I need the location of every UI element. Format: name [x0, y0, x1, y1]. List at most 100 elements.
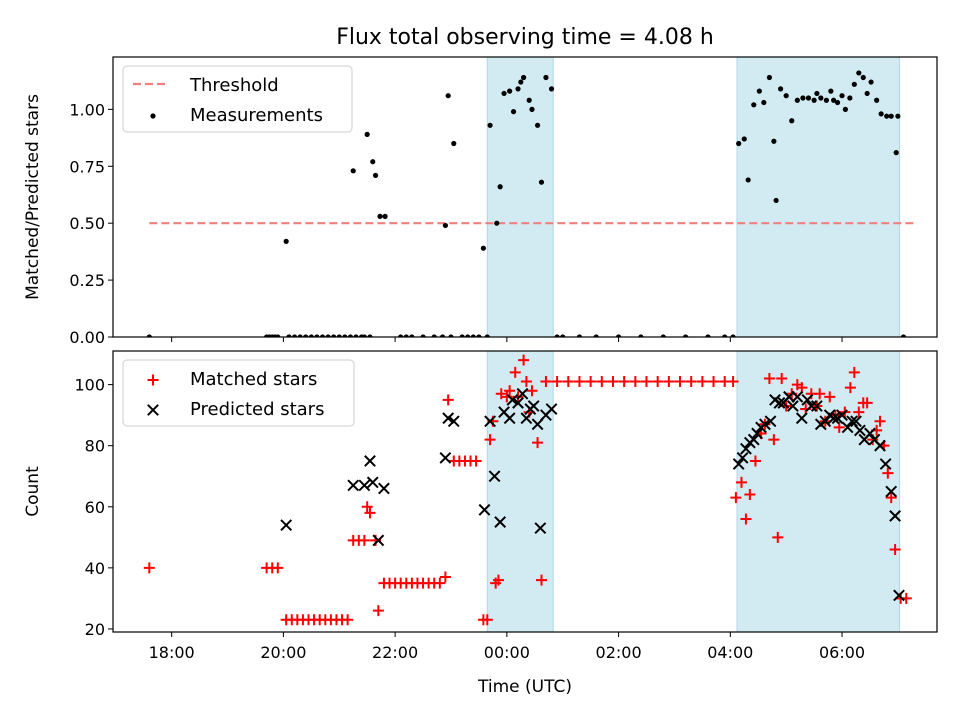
measurement-point: [409, 334, 415, 337]
predicted-star-point: [478, 503, 491, 516]
measurement-point: [303, 334, 309, 337]
predicted-star-point: [378, 482, 390, 495]
observing-interval-shade: [736, 350, 901, 633]
measurement-point: [342, 334, 348, 337]
x-tick-label: 20:00: [260, 643, 306, 662]
measurement-point: [895, 113, 901, 119]
measurement-point: [297, 334, 303, 337]
matched-star-point: [526, 385, 538, 397]
measurement-point: [888, 113, 894, 119]
predicted-star-point: [512, 397, 524, 409]
matched-star-point: [763, 372, 775, 384]
matched-star-point: [143, 562, 155, 574]
matched-star-point: [889, 544, 901, 556]
measurement-point: [783, 93, 789, 99]
matched-star-point: [481, 614, 493, 626]
predicted-star-point: [488, 470, 501, 483]
measurement-point: [515, 86, 521, 92]
matched-star-point: [844, 382, 856, 394]
measurement-point: [773, 197, 779, 204]
measurement-point: [451, 140, 457, 147]
measurement-point: [730, 334, 736, 337]
chart-title: Flux total observing time = 4.08 h: [336, 25, 714, 50]
matched-star-point: [652, 376, 664, 388]
predicted-star-point: [516, 387, 529, 400]
legend-label: Threshold: [189, 75, 279, 96]
matched-star-point: [147, 374, 159, 386]
predicted-star-point: [484, 415, 496, 428]
y-tick-label: 0.25: [69, 271, 105, 290]
measurement-point: [800, 95, 806, 101]
measurement-point: [459, 334, 465, 337]
measurement-point: [487, 122, 493, 128]
measurement-point: [465, 334, 471, 337]
matched-star-point: [272, 562, 284, 574]
predicted-star-point: [889, 510, 902, 522]
measurement-point: [440, 334, 446, 337]
measurement-point: [741, 136, 747, 142]
matched-star-point: [439, 571, 451, 583]
measurement-point: [336, 334, 342, 337]
predicted-star-point: [786, 400, 799, 412]
measurement-point: [372, 172, 379, 178]
matched-star-point: [708, 376, 720, 388]
measurement-point: [554, 334, 560, 337]
y-tick-label: 1.00: [69, 100, 105, 119]
x-tick-label: 06:00: [819, 643, 865, 662]
matched-star-point: [596, 376, 608, 388]
measurement-point: [874, 97, 880, 103]
measurement-point: [331, 334, 337, 337]
measurement-point: [353, 334, 359, 337]
measurement-point: [878, 111, 884, 117]
predicted-star-point: [783, 390, 795, 403]
predicted-star-point: [791, 390, 804, 403]
matched-star-point: [776, 372, 788, 384]
measurement-point: [860, 74, 866, 81]
matched-star-point: [509, 366, 521, 378]
matched-star-point: [518, 354, 530, 366]
legend-label: Matched stars: [190, 369, 317, 390]
predicted-star-point: [520, 412, 533, 425]
matched-star-point: [696, 376, 708, 388]
predicted-star-point: [836, 409, 848, 422]
measurement-point: [766, 74, 773, 81]
measurement-point: [777, 86, 784, 92]
measurement-point: [534, 122, 541, 128]
predicted-star-point: [764, 415, 777, 428]
measurement-point: [683, 334, 689, 337]
matched-star-point: [882, 467, 894, 479]
predicted-star-point: [364, 455, 376, 467]
measurement-point: [805, 95, 812, 101]
measurement-point: [448, 334, 454, 337]
x-axis-label: Time (UTC): [477, 677, 572, 697]
matched-star-point: [768, 434, 780, 446]
measurement-point: [615, 334, 622, 337]
matched-star-point: [532, 437, 544, 449]
predicted-star-point: [747, 433, 760, 446]
measurement-point: [398, 334, 404, 337]
predicted-star-point: [506, 393, 519, 406]
legend: Threshold Measurements: [122, 65, 353, 133]
axes-frame: [112, 56, 938, 338]
measurement-point: [560, 334, 566, 337]
predicted-star-point: [732, 458, 745, 470]
predicted-star-point: [147, 404, 159, 416]
predicted-star-point: [874, 439, 886, 452]
matched-star-point: [685, 376, 697, 388]
series-matched-stars: [143, 354, 912, 626]
measurement-point: [445, 93, 451, 99]
measurement-point: [660, 334, 666, 337]
predicted-star-point: [827, 412, 840, 425]
predicted-star-point: [885, 485, 898, 498]
measurement-point: [593, 334, 599, 337]
predicted-star-point: [531, 418, 544, 431]
matched-star-point: [848, 366, 860, 378]
matched-star-point: [551, 376, 563, 388]
axes-frame: [112, 350, 938, 633]
measurement-point: [811, 97, 817, 103]
measurement-point: [370, 159, 376, 165]
predicted-star-point: [841, 421, 854, 434]
measurement-point: [442, 222, 448, 229]
matched-star-point: [504, 385, 516, 397]
measurement-point: [367, 334, 373, 337]
